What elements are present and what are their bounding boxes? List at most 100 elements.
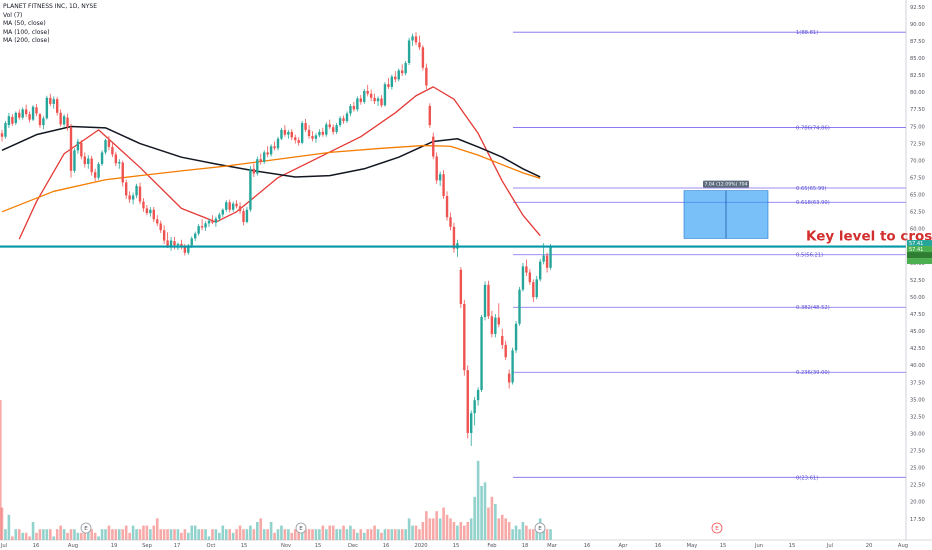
volume-bar bbox=[149, 529, 152, 540]
volume-bar bbox=[449, 518, 452, 540]
price-tag bbox=[907, 240, 932, 247]
candle-body bbox=[269, 146, 273, 155]
time-tick-label: Jul bbox=[826, 543, 833, 549]
volume-bar bbox=[207, 536, 211, 540]
candle-body bbox=[242, 211, 245, 223]
candle-body bbox=[131, 195, 135, 200]
candle-body bbox=[297, 140, 300, 143]
volume-bar bbox=[300, 529, 304, 540]
candle-body bbox=[342, 118, 345, 122]
time-tick-label: 15 bbox=[720, 543, 727, 549]
volume-bar bbox=[4, 529, 7, 540]
candle-body bbox=[149, 209, 152, 214]
volume-bar bbox=[100, 529, 104, 540]
earnings-marker bbox=[80, 522, 92, 534]
volume-bar bbox=[366, 529, 369, 540]
candle-body bbox=[352, 105, 356, 110]
price-tick-label: 92.50 bbox=[910, 5, 925, 11]
volume-bar bbox=[325, 529, 328, 540]
candle-body bbox=[338, 118, 342, 126]
candle-body bbox=[300, 123, 304, 143]
key-level[interactable]: Key level to cross bbox=[0, 229, 932, 248]
candle-body bbox=[173, 241, 176, 246]
volume-bar bbox=[162, 529, 166, 540]
candle-body bbox=[273, 146, 276, 149]
candle-body bbox=[438, 174, 442, 181]
volume-bar bbox=[235, 529, 238, 540]
time-tick-label: 16 bbox=[655, 543, 662, 549]
candle-body bbox=[473, 400, 476, 414]
candle-body bbox=[125, 182, 128, 196]
candle-body bbox=[521, 266, 525, 290]
candle-body bbox=[373, 97, 376, 102]
volume-bar bbox=[104, 529, 107, 540]
volume-bar bbox=[290, 532, 294, 540]
volume-bar bbox=[411, 525, 414, 540]
price-tick-label: 30.00 bbox=[910, 431, 925, 437]
price-tick-label: 77.50 bbox=[910, 107, 925, 113]
candle-body bbox=[162, 230, 166, 241]
volume-bar bbox=[356, 532, 359, 540]
candle-body bbox=[283, 129, 287, 135]
volume-bar bbox=[345, 529, 349, 540]
price-tick-label: 52.50 bbox=[910, 278, 925, 284]
candle-body bbox=[111, 146, 114, 155]
candle-body bbox=[83, 156, 86, 165]
price-tick-label: 35.00 bbox=[910, 397, 925, 403]
volume-bar bbox=[321, 525, 325, 540]
candle-body bbox=[256, 159, 259, 174]
price-tick-label: 60.00 bbox=[910, 227, 925, 233]
volume-bar bbox=[456, 525, 459, 540]
candle-body bbox=[128, 195, 131, 200]
candle-body bbox=[259, 159, 262, 162]
candle-body bbox=[107, 140, 111, 147]
candle-body bbox=[287, 131, 290, 135]
volume-bar bbox=[152, 525, 156, 540]
volume-bar bbox=[249, 525, 252, 540]
candle-body bbox=[532, 282, 535, 298]
candle-body bbox=[376, 98, 380, 102]
volume-bar bbox=[280, 525, 283, 540]
candle-body bbox=[442, 174, 445, 197]
moving-average-line bbox=[1, 125, 541, 178]
price-tick-label: 82.50 bbox=[910, 73, 925, 79]
volume-bar bbox=[155, 518, 159, 540]
volume-bar bbox=[525, 525, 528, 540]
candle-body bbox=[194, 233, 197, 239]
volume-bar bbox=[169, 529, 173, 540]
time-tick-label: 15 bbox=[789, 543, 796, 549]
candle-body bbox=[14, 112, 17, 124]
fibonacci-retracement[interactable]: 1(88.81) 0.786(74.86) 0.65(65.99) 0.618(63.… bbox=[513, 30, 906, 481]
moving-average-line bbox=[18, 86, 541, 240]
price-tick-label: 62.50 bbox=[910, 210, 925, 216]
volume-bar bbox=[28, 536, 31, 540]
volume-bar bbox=[24, 532, 28, 540]
candle-body bbox=[45, 97, 49, 119]
candle-body bbox=[73, 150, 76, 171]
candle-body bbox=[366, 90, 369, 94]
volume-bar bbox=[528, 529, 532, 540]
candle-body bbox=[318, 131, 321, 136]
earnings-marker bbox=[534, 522, 546, 534]
candle-body bbox=[18, 112, 21, 118]
price-tag bbox=[907, 252, 932, 259]
price-tick-label: 17.50 bbox=[910, 517, 925, 523]
volume-bar bbox=[0, 507, 4, 540]
volume-bar bbox=[145, 525, 149, 540]
candle-body bbox=[245, 209, 249, 223]
price-tick-label: 87.50 bbox=[910, 39, 925, 45]
moving-average-line bbox=[1, 144, 541, 213]
time-tick-label: 15 bbox=[241, 543, 248, 549]
candle-body bbox=[235, 203, 238, 207]
legend-title: PLANET FITNESS INC, 1D, NYSE bbox=[3, 3, 98, 10]
candle-body bbox=[231, 203, 235, 210]
candle-body bbox=[452, 226, 456, 249]
volume-bar bbox=[394, 529, 397, 540]
candle-body bbox=[152, 209, 155, 220]
volume-bar bbox=[438, 518, 442, 540]
candle-body bbox=[528, 272, 532, 283]
measure-box[interactable]: 7.04 (12.09%) 704 bbox=[683, 180, 769, 239]
candle-body bbox=[159, 223, 162, 231]
